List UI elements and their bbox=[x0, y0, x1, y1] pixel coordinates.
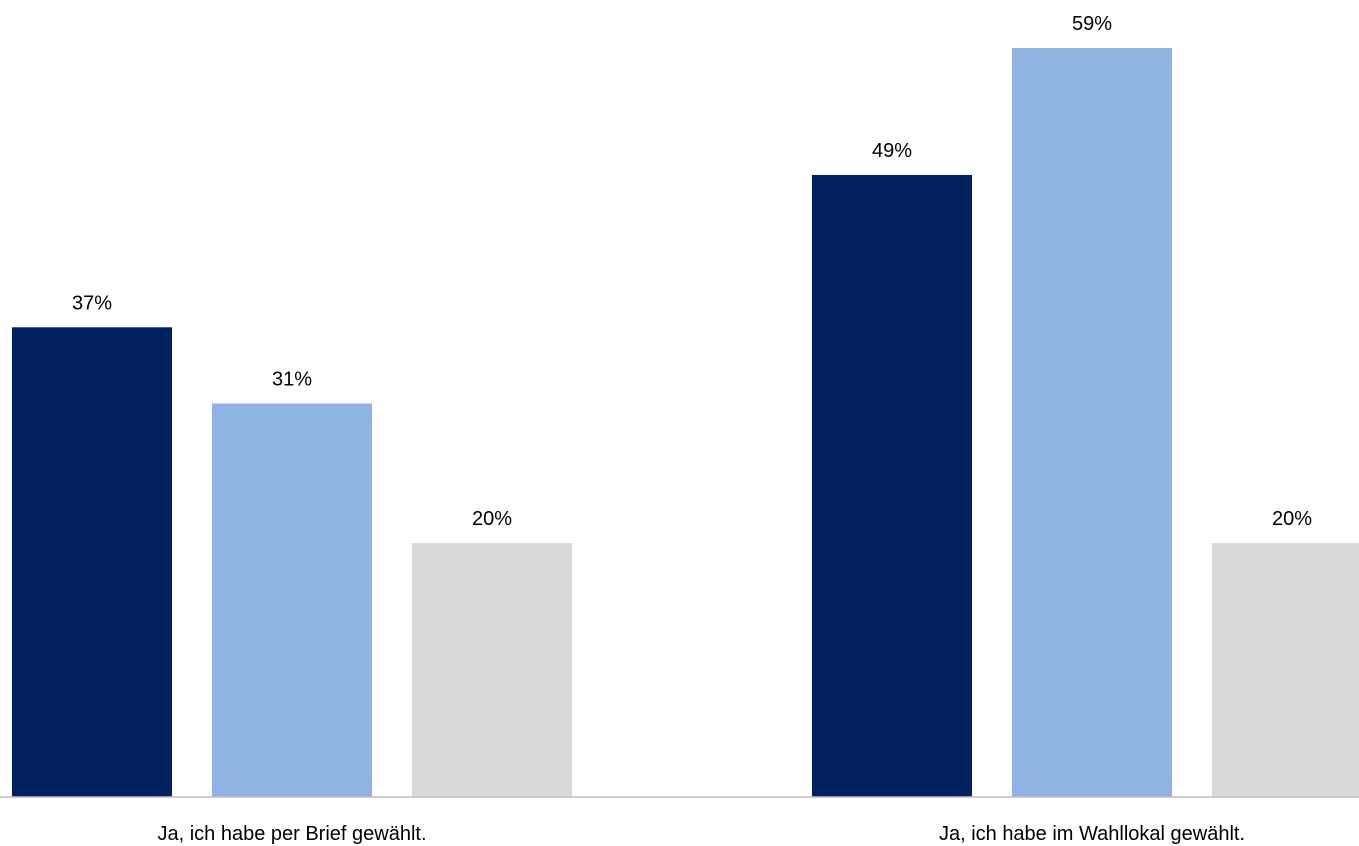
bar-1-1 bbox=[12, 327, 172, 797]
bar-2-2 bbox=[1012, 48, 1172, 797]
category-labels-layer: Ja, ich habe per Brief gewählt. Ja, ich h… bbox=[157, 823, 1245, 845]
value-label-1-1: 37% bbox=[72, 292, 112, 314]
category-label-1: Ja, ich habe per Brief gewählt. bbox=[157, 823, 426, 845]
value-label-1-3: 20% bbox=[472, 508, 512, 530]
value-label-2-1: 49% bbox=[872, 140, 912, 162]
value-label-2-3: 20% bbox=[1272, 508, 1312, 530]
bar-2-1 bbox=[812, 174, 972, 797]
bars-layer bbox=[12, 48, 1359, 797]
bar-2-3 bbox=[1212, 543, 1359, 797]
category-label-2: Ja, ich habe im Wahllokal gewählt. bbox=[939, 823, 1245, 845]
value-label-1-2: 31% bbox=[272, 368, 312, 390]
value-labels-layer: 37% 31% 20% 49% 59% 20% bbox=[72, 13, 1312, 530]
bar-1-3 bbox=[412, 543, 572, 797]
value-label-2-2: 59% bbox=[1072, 13, 1112, 35]
bar-1-2 bbox=[212, 403, 372, 797]
